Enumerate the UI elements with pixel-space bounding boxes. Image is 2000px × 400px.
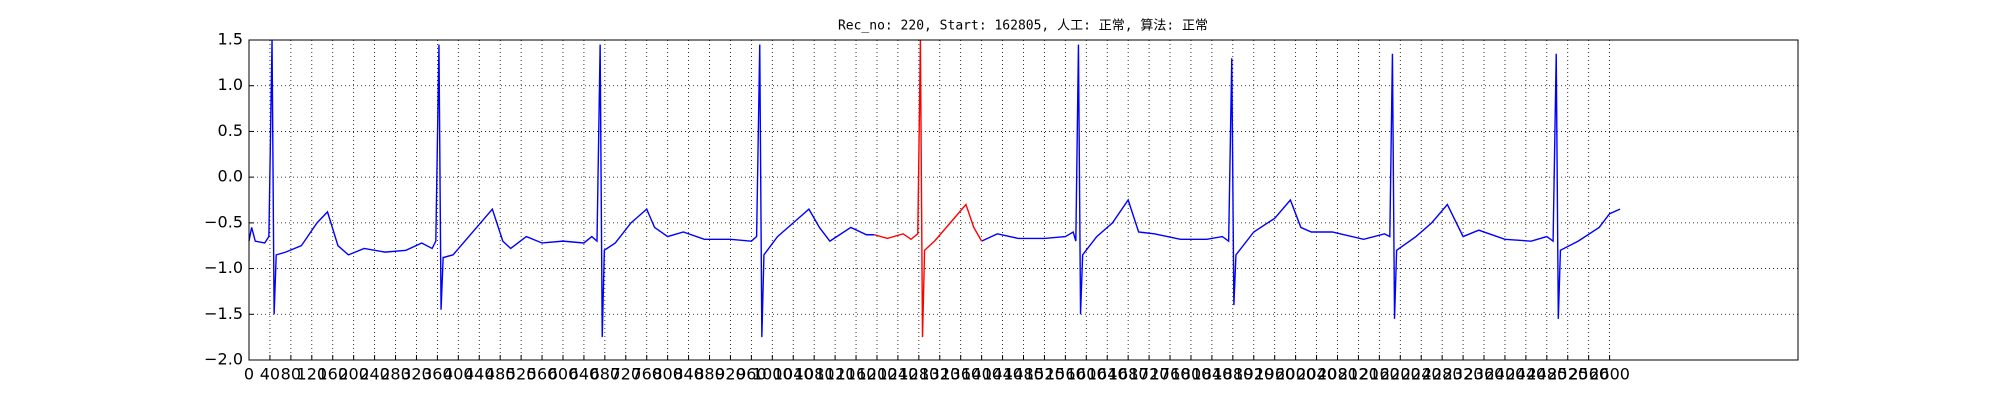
x-tick-label: 2200 — [1380, 365, 1421, 384]
x-tick-label: 1320 — [919, 365, 960, 384]
x-tick-label: 960 — [736, 365, 767, 384]
x-tick-label: 760 — [631, 365, 662, 384]
x-tick-label: 1360 — [940, 365, 981, 384]
x-tick-label: 920 — [715, 365, 746, 384]
x-tick-label: 2320 — [1443, 365, 1484, 384]
y-tick-label: 1.0 — [218, 75, 243, 94]
x-tick-label: 1120 — [815, 365, 856, 384]
x-tick-label: 2600 — [1589, 365, 1630, 384]
x-tick-label: 1760 — [1150, 365, 1191, 384]
x-tick-label: 1440 — [982, 365, 1023, 384]
x-tick-label: 40 — [260, 365, 280, 384]
x-tick-label: 1960 — [1254, 365, 1295, 384]
x-tick-label: 1040 — [773, 365, 814, 384]
x-tick-label: 880 — [694, 365, 725, 384]
x-tick-label: 840 — [673, 365, 704, 384]
y-tick-label: 1.5 — [218, 30, 243, 49]
x-tick-label: 200 — [338, 365, 369, 384]
x-tick-label: 2080 — [1317, 365, 1358, 384]
x-tick-label: 400 — [443, 365, 474, 384]
x-tick-label: 160 — [317, 365, 348, 384]
x-tick-label: 0 — [244, 365, 254, 384]
x-tick-label: 600 — [548, 365, 579, 384]
ecg-line — [248, 39, 1621, 338]
y-tick-label: 0.0 — [218, 167, 243, 186]
y-tick-label: −2.0 — [204, 350, 243, 369]
ecg-line — [874, 39, 983, 338]
x-tick-label: 2400 — [1485, 365, 1526, 384]
x-tick-label: 1280 — [898, 365, 939, 384]
x-tick-label: 520 — [506, 365, 537, 384]
x-tick-label: 720 — [611, 365, 642, 384]
x-tick-label: 2280 — [1422, 365, 1463, 384]
x-tick-label: 2440 — [1506, 365, 1547, 384]
x-tick-label: 1840 — [1192, 365, 1233, 384]
x-tick-label: 1520 — [1024, 365, 1065, 384]
y-tick-label: −1.0 — [204, 258, 243, 277]
x-tick-label: 280 — [380, 365, 411, 384]
x-tick-label: 2520 — [1547, 365, 1588, 384]
x-tick-label: 80 — [281, 365, 301, 384]
x-tick-label: 1720 — [1129, 365, 1170, 384]
y-tick-label: −0.5 — [204, 212, 243, 231]
x-tick-label: 1680 — [1108, 365, 1149, 384]
x-tick-label: 1400 — [961, 365, 1002, 384]
y-tick-label: 0.5 — [218, 121, 243, 140]
x-tick-label: 1240 — [878, 365, 919, 384]
x-tick-label: 1200 — [857, 365, 898, 384]
x-tick-label: 800 — [652, 365, 683, 384]
x-tick-label: 1600 — [1066, 365, 1107, 384]
x-tick-label: 2160 — [1359, 365, 1400, 384]
x-tick-label: 320 — [401, 365, 432, 384]
x-tick-label: 360 — [422, 365, 453, 384]
x-tick-label: 2360 — [1464, 365, 1505, 384]
x-tick-label: 560 — [527, 365, 558, 384]
x-tick-label: 1800 — [1171, 365, 1212, 384]
x-tick-label: 120 — [297, 365, 328, 384]
x-tick-label: 1160 — [836, 365, 877, 384]
x-tick-label: 1640 — [1087, 365, 1128, 384]
x-tick-label: 640 — [569, 365, 600, 384]
x-tick-label: 680 — [590, 365, 621, 384]
x-tick-label: 1000 — [752, 365, 793, 384]
x-tick-label: 1880 — [1212, 365, 1253, 384]
x-tick-label: 1920 — [1233, 365, 1274, 384]
x-tick-label: 2040 — [1296, 365, 1337, 384]
x-tick-label: 240 — [359, 365, 390, 384]
x-tick-label: 1480 — [1003, 365, 1044, 384]
x-tick-label: 2240 — [1401, 365, 1442, 384]
x-tick-label: 2120 — [1338, 365, 1379, 384]
x-tick-label: 2480 — [1526, 365, 1567, 384]
x-tick-label: 2560 — [1568, 365, 1609, 384]
x-tick-label: 480 — [485, 365, 516, 384]
x-tick-label: 1560 — [1045, 365, 1086, 384]
plot-frame — [248, 39, 1799, 361]
y-tick-label: −1.5 — [204, 304, 243, 323]
x-tick-label: 2000 — [1275, 365, 1316, 384]
x-tick-label: 1080 — [794, 365, 835, 384]
chart-title: Rec_no: 220, Start: 162805, 人工: 正常, 算法: … — [838, 19, 1208, 34]
x-tick-label: 440 — [464, 365, 495, 384]
